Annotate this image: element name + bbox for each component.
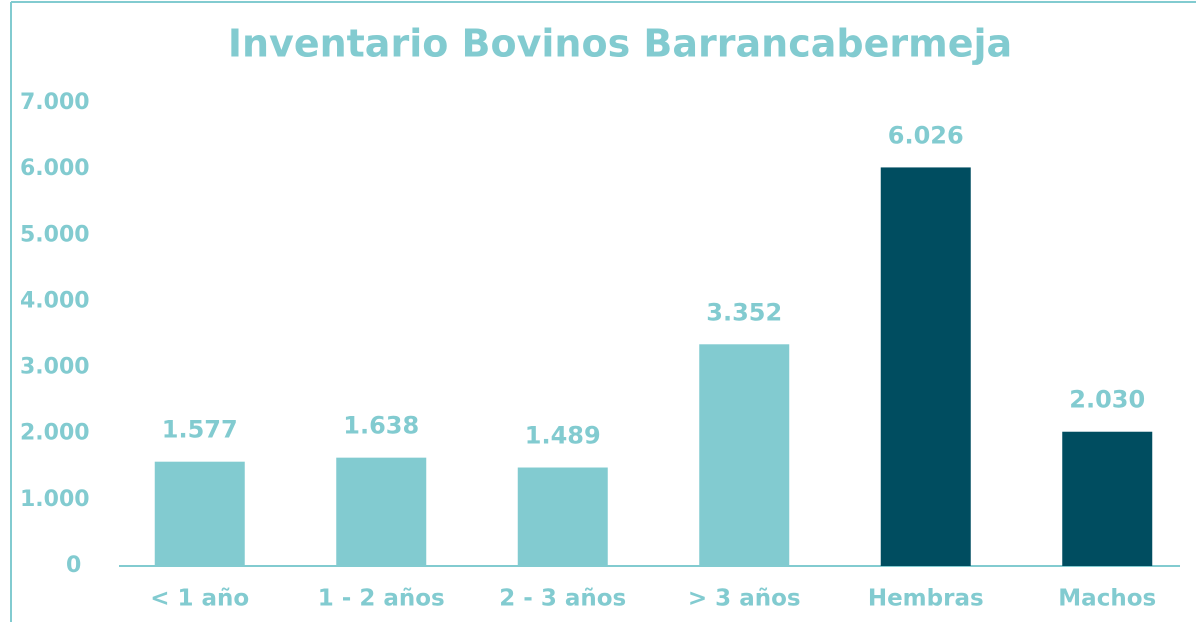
x-tick-label: Machos	[1058, 586, 1156, 612]
x-tick-label: < 1 año	[150, 586, 249, 612]
data-label: 3.352	[706, 298, 782, 326]
y-tick-label: 6.000	[20, 156, 90, 181]
y-tick-label: 5.000	[20, 222, 90, 247]
y-tick-label: 7.000	[20, 90, 90, 115]
data-label: 1.638	[343, 412, 419, 440]
x-tick-label: Hembras	[868, 586, 984, 612]
y-tick-label: 0	[66, 553, 81, 578]
data-label: 1.577	[162, 416, 238, 444]
bar	[154, 461, 245, 566]
x-tick-label: > 3 años	[688, 586, 801, 612]
y-tick-label: 3.000	[20, 355, 90, 380]
y-tick-label: 1.000	[20, 487, 90, 512]
chart-title: Inventario Bovinos Barrancabermeja	[228, 22, 1012, 66]
bar	[699, 344, 790, 566]
data-label: 6.026	[888, 121, 964, 149]
y-tick-label: 4.000	[20, 288, 90, 313]
bar	[336, 457, 427, 566]
bar	[517, 467, 608, 566]
bar	[880, 167, 971, 566]
y-tick-label: 2.000	[20, 421, 90, 446]
data-label: 1.489	[525, 422, 601, 450]
x-tick-label: 1 - 2 años	[318, 586, 445, 612]
bar	[1062, 431, 1153, 566]
x-tick-label: 2 - 3 años	[499, 586, 626, 612]
data-label: 2.030	[1069, 386, 1145, 414]
